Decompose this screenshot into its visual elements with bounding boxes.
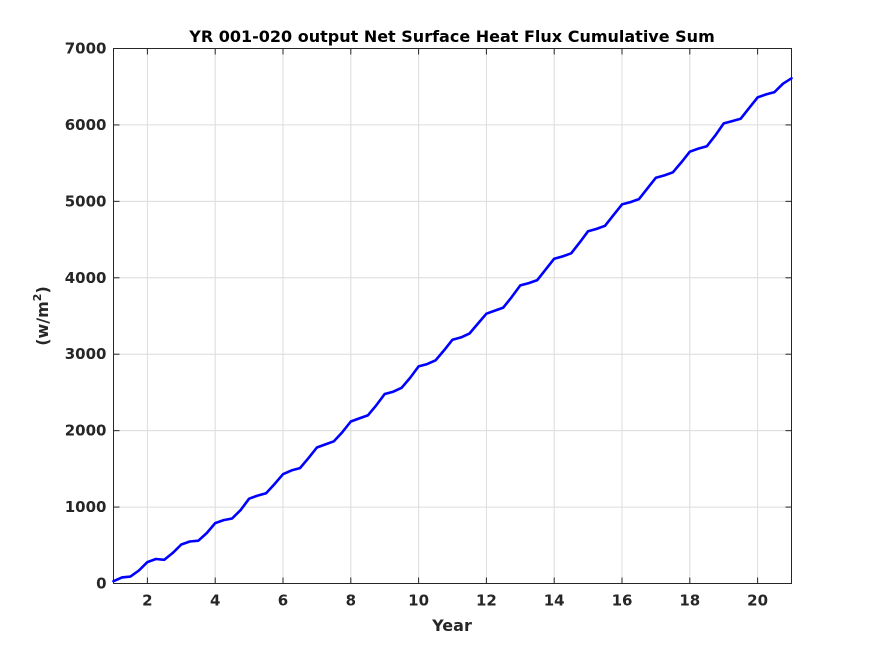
x-tick-label: 20 bbox=[747, 592, 768, 610]
y-axis-label-superscript: 2 bbox=[31, 294, 44, 302]
y-tick-label: 6000 bbox=[65, 116, 107, 134]
y-tick-label: 0 bbox=[96, 575, 106, 593]
x-axis-label: Year bbox=[431, 616, 472, 635]
x-tick-label: 12 bbox=[476, 592, 497, 610]
y-tick-label: 1000 bbox=[65, 498, 107, 516]
x-tick-label: 16 bbox=[612, 592, 633, 610]
series-layer bbox=[112, 77, 793, 583]
y-axis-label-base: (w/m bbox=[33, 301, 52, 346]
tick-layer: 2 4 6 8 10 12 14 16 18 20 0 1000 2000 3000 4000 5000 600… bbox=[65, 40, 792, 610]
y-tick-label: 4000 bbox=[65, 269, 107, 287]
x-tick-label: 10 bbox=[408, 592, 429, 610]
x-tick-label: 2 bbox=[142, 592, 152, 610]
y-tick-label: 7000 bbox=[65, 40, 107, 58]
x-tick-label: 4 bbox=[210, 592, 220, 610]
y-tick-label: 3000 bbox=[65, 345, 107, 363]
plot-frame bbox=[113, 48, 792, 584]
x-tick-label: 6 bbox=[278, 592, 288, 610]
y-axis-label-close: ) bbox=[33, 286, 52, 293]
x-tick-label: 8 bbox=[346, 592, 356, 610]
y-axis-label: (w/m2) bbox=[31, 286, 52, 346]
y-tick-label: 5000 bbox=[65, 192, 107, 210]
y-tick-label: 2000 bbox=[65, 422, 107, 440]
series-line bbox=[112, 77, 793, 583]
x-tick-label: 18 bbox=[679, 592, 700, 610]
x-tick-label: 14 bbox=[544, 592, 565, 610]
chart-title: YR 001-020 output Net Surface Heat Flux … bbox=[188, 27, 715, 46]
